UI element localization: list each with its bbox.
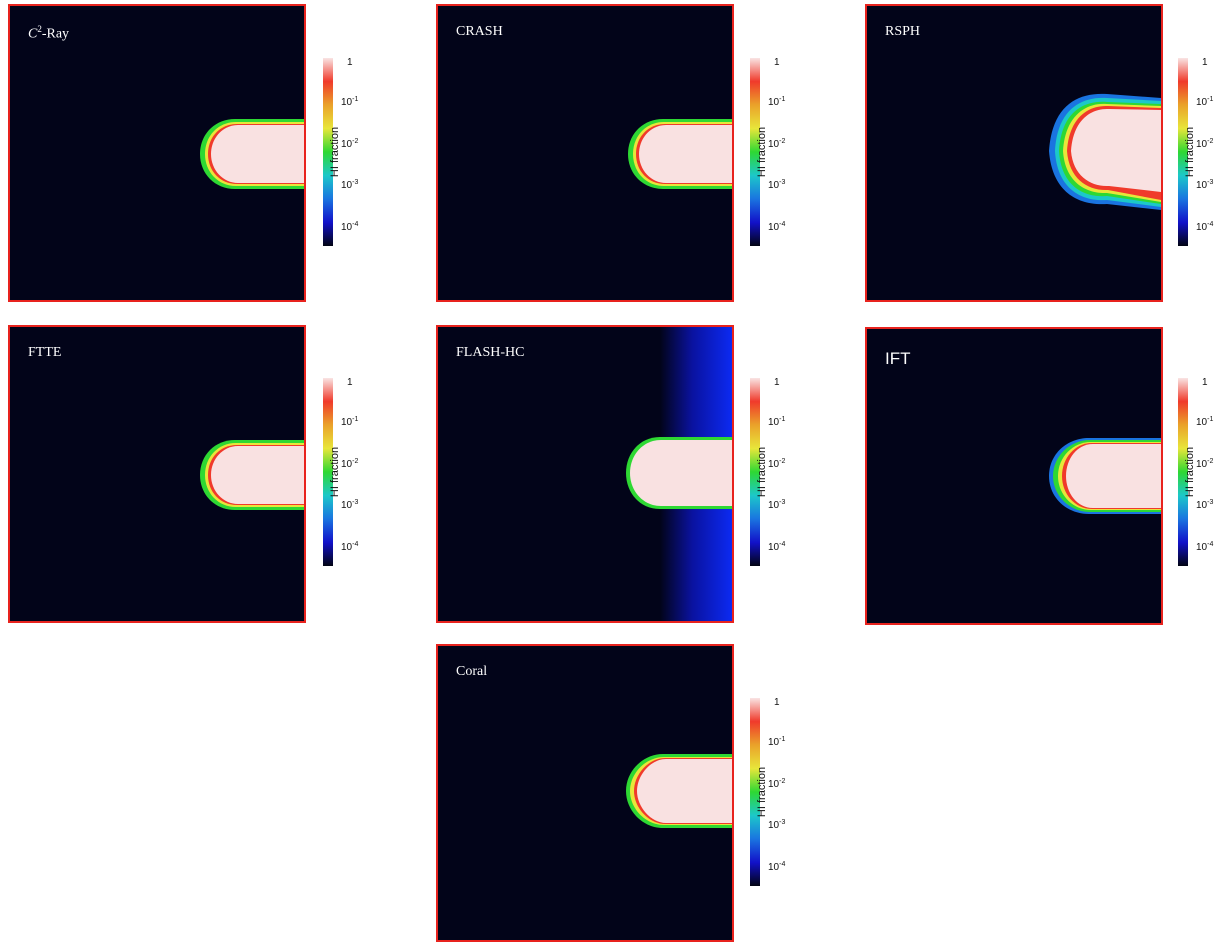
colorbar-c2ray: 1 10-1 10-2 10-3 10-4 HI fraction	[323, 58, 403, 258]
colorbar-ift: 1 10-1 10-2 10-3 10-4 HI fraction	[1178, 378, 1222, 578]
colorbar-tick-label: 10-3	[768, 179, 786, 191]
panel-title: IFT	[885, 349, 911, 368]
title-prefix: C	[28, 26, 38, 42]
colorbar-tick-label: 1	[1202, 57, 1208, 68]
panel-title: FTTE	[28, 345, 62, 360]
colorbar-tick-label: 1	[1202, 377, 1208, 388]
coral-shadow-region	[626, 754, 732, 828]
panel-title: RSPH	[885, 24, 921, 39]
colorbar-tick-label: 10-1	[1196, 96, 1214, 108]
c2ray-shadow-region	[200, 119, 304, 189]
panel-flash: FLASH-HC	[436, 325, 734, 623]
rsph-shadow-region	[1049, 93, 1161, 210]
colorbar-tick-label: 10-2	[341, 458, 359, 470]
colorbar-tick-label: 10-2	[768, 778, 786, 790]
colorbar-gradient	[323, 58, 333, 246]
colorbar-axis-label: HI fraction	[756, 766, 768, 818]
panel-crash: CRASH	[436, 4, 734, 302]
colorbar-tick-label: 1	[347, 377, 353, 388]
panel-title: C2-Ray	[28, 24, 69, 43]
colorbar-tick-label: 10-4	[1196, 541, 1214, 553]
colorbar-coral: 1 10-1 10-2 10-3 10-4 HI fraction	[750, 698, 830, 898]
colorbar-tick-label: 10-3	[1196, 179, 1214, 191]
colorbar-tick-label: 10-3	[341, 499, 359, 511]
panel-ift: IFT	[865, 327, 1163, 625]
colorbar-tick-label: 10-3	[1196, 499, 1214, 511]
colorbar-tick-label: 10-2	[1196, 458, 1214, 470]
panel-ftte: FTTE	[8, 325, 306, 623]
ift-hi-map	[1049, 438, 1161, 514]
crash-hi-map	[628, 119, 732, 189]
colorbar-gradient	[323, 378, 333, 566]
colorbar-tick-label: 10-4	[768, 221, 786, 233]
colorbar-tick-label: 10-4	[341, 221, 359, 233]
colorbar-gradient	[750, 58, 760, 246]
colorbar-tick-label: 1	[774, 377, 780, 388]
colorbar-tick-label: 1	[774, 697, 780, 708]
colorbar-gradient	[750, 698, 760, 886]
colorbar-tick-label: 1	[347, 57, 353, 68]
ftte-shadow-region	[200, 440, 304, 510]
colorbar-tick-label: 10-1	[1196, 416, 1214, 428]
panel-c2ray: C2-Ray	[8, 4, 306, 302]
colorbar-tick-label: 10-4	[768, 861, 786, 873]
colorbar-tick-label: 10-2	[1196, 138, 1214, 150]
colorbar-tick-label: 10-1	[768, 416, 786, 428]
colorbar-tick-label: 10-2	[341, 138, 359, 150]
colorbar-crash: 1 10-1 10-2 10-3 10-4 HI fraction	[750, 58, 830, 258]
colorbar-tick-label: 10-3	[768, 819, 786, 831]
colorbar-axis-label: HI fraction	[756, 446, 768, 498]
panel-title: Coral	[456, 664, 488, 679]
title-rest: -Ray	[41, 26, 70, 42]
colorbar-tick-label: 10-1	[768, 96, 786, 108]
colorbar-tick-label: 10-2	[768, 138, 786, 150]
colorbar-axis-label: HI fraction	[329, 446, 341, 498]
colorbar-gradient	[1178, 58, 1188, 246]
colorbar-tick-label: 10-2	[768, 458, 786, 470]
colorbar-axis-label: HI fraction	[756, 126, 768, 178]
title-sup: 2	[37, 24, 42, 34]
colorbar-tick-label: 10-1	[341, 416, 359, 428]
panel-coral: Coral	[436, 644, 734, 942]
colorbar-axis-label: HI fraction	[329, 126, 341, 178]
colorbar-gradient	[1178, 378, 1188, 566]
colorbar-gradient	[750, 378, 760, 566]
colorbar-rsph: 1 10-1 10-2 10-3 10-4 HI fraction	[1178, 58, 1222, 258]
ift-shadow-region	[1049, 438, 1161, 514]
colorbar-tick-label: 10-3	[341, 179, 359, 191]
colorbar-tick-label: 10-4	[341, 541, 359, 553]
colorbar-tick-label: 1	[774, 57, 780, 68]
panel-title: CRASH	[456, 24, 503, 39]
colorbar-axis-label: HI fraction	[1184, 126, 1196, 178]
colorbar-axis-label: HI fraction	[1184, 446, 1196, 498]
rsph-hi-map	[1049, 93, 1161, 210]
colorbar-flash: 1 10-1 10-2 10-3 10-4 HI fraction	[750, 378, 830, 578]
colorbar-tick-label: 10-4	[1196, 221, 1214, 233]
panel-rsph: RSPH	[865, 4, 1163, 302]
flash-shadow-region	[626, 437, 732, 509]
colorbar-tick-label: 10-1	[768, 736, 786, 748]
c2ray-hi-map	[200, 119, 304, 189]
crash-shadow-region	[628, 119, 732, 189]
colorbar-tick-label: 10-4	[768, 541, 786, 553]
colorbar-tick-label: 10-3	[768, 499, 786, 511]
colorbar-tick-label: 10-1	[341, 96, 359, 108]
coral-hi-map	[626, 754, 732, 828]
flash-hi-map	[626, 327, 732, 621]
panel-title: FLASH-HC	[456, 345, 525, 360]
colorbar-ftte: 1 10-1 10-2 10-3 10-4 HI fraction	[323, 378, 403, 578]
ftte-hi-map	[200, 440, 304, 510]
